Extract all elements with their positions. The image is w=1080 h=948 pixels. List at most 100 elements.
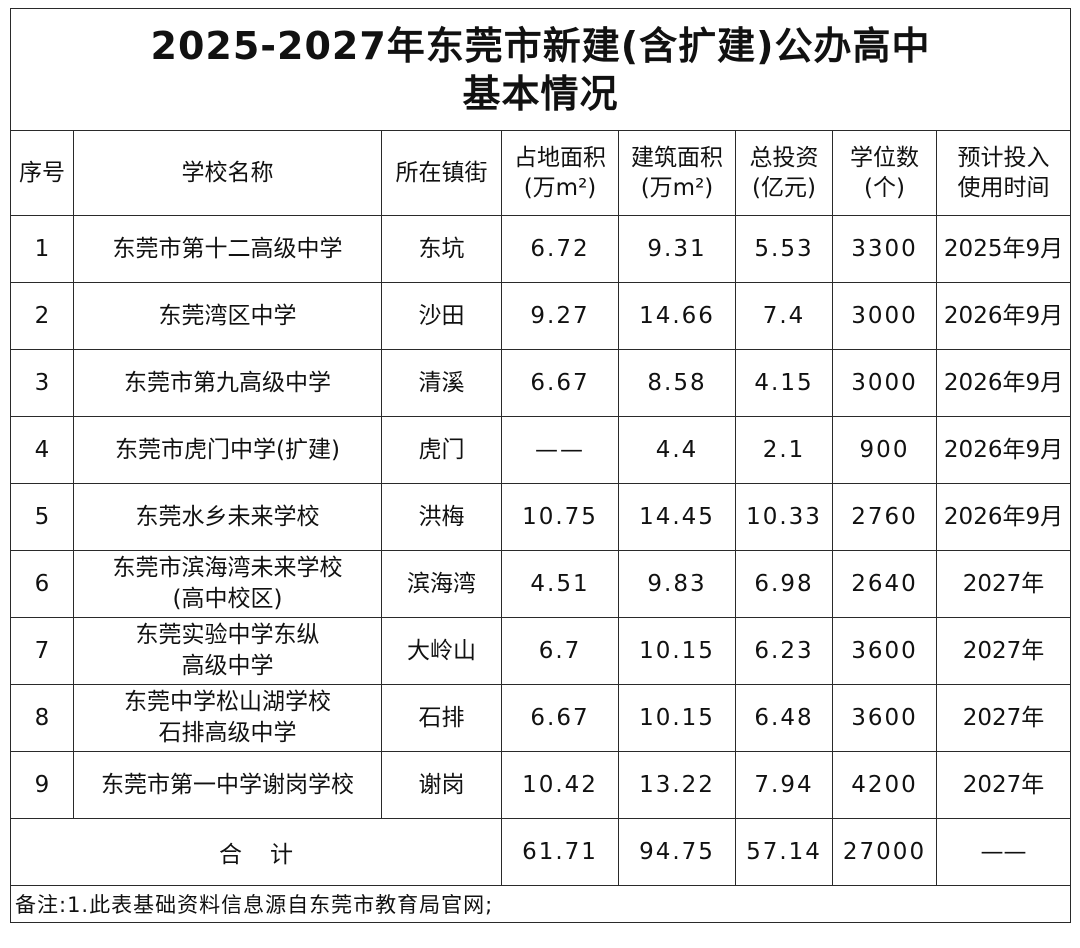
cell-land-area: 10.75 [501,483,619,551]
cell-no: 2 [10,282,74,350]
cell-seats: 4200 [832,751,937,819]
cell-school-name: 东莞市第十二高级中学 [73,215,382,283]
cell-open-time: 2026年9月 [935,349,1072,417]
cell-land-area: 10.42 [501,751,619,819]
cell-building-area: 10.15 [618,684,736,752]
cell-town: 虎门 [381,416,502,484]
cell-open-time: 2027年 [935,751,1072,819]
school-name-line2: 高级中学 [181,653,274,679]
school-name-line2: (高中校区) [172,586,283,612]
cell-building-area: 14.45 [618,483,736,551]
table-row: 9 东莞市第一中学谢岗学校 谢岗 10.42 13.22 7.94 4200 2027年 [10,751,1072,819]
school-name-line1: 东莞湾区中学 [158,302,297,329]
cell-town: 石排 [381,684,502,752]
cell-town: 谢岗 [381,751,502,819]
cell-building-area: 8.58 [618,349,736,417]
cell-land-area: 6.72 [501,215,619,283]
cell-open-time: 2026年9月 [935,416,1072,484]
header-seats: 学位数 (个) [832,130,937,216]
cell-investment: 2.1 [735,416,833,484]
cell-town: 大岭山 [381,617,502,685]
cell-school-name: 东莞中学松山湖学校 石排高级中学 [73,684,382,752]
cell-no: 4 [10,416,74,484]
table-row: 3 东莞市第九高级中学 清溪 6.67 8.58 4.15 3000 2026年9月 [10,349,1072,417]
cell-investment: 5.53 [735,215,833,283]
cell-investment: 6.98 [735,550,833,618]
school-name-line1: 东莞水乡未来学校 [135,503,320,530]
cell-building-area: 9.31 [618,215,736,283]
table-title-line2: 基本情况 [462,71,619,116]
cell-seats: 3600 [832,684,937,752]
cell-seats: 3300 [832,215,937,283]
table-title: 2025-2027年东莞市新建(含扩建)公办高中 基本情况 [9,8,1072,131]
header-school-name: 学校名称 [73,130,382,216]
total-building: 94.75 [618,818,736,886]
header-building-area: 建筑面积 (万m²) [618,130,736,216]
table-row: 4 东莞市虎门中学(扩建) 虎门 —— 4.4 2.1 900 2026年9月 [10,416,1072,484]
cell-land-area: 6.67 [501,349,619,417]
cell-no: 8 [10,684,74,752]
cell-open-time: 2027年 [935,617,1072,685]
cell-investment: 7.94 [735,751,833,819]
header-row: 序号 学校名称 所在镇街 占地面积 (万m²) 建筑面积 (万m²) 总投资 (亿元)… [10,130,1072,216]
school-name-line2: 石排高级中学 [158,720,297,746]
cell-seats: 900 [832,416,937,484]
school-name-line1: 东莞市滨海湾未来学校 [112,555,343,581]
cell-building-area: 14.66 [618,282,736,350]
cell-school-name: 东莞市滨海湾未来学校 (高中校区) [73,550,382,618]
cell-town: 东坑 [381,215,502,283]
school-name-line1: 东莞中学松山湖学校 [124,689,331,715]
school-name-line1: 东莞实验中学东纵 [135,622,320,648]
table-row: 5 东莞水乡未来学校 洪梅 10.75 14.45 10.33 2760 2026年9月 [10,483,1072,551]
school-table-sheet: 2025-2027年东莞市新建(含扩建)公办高中 基本情况 序号 学校名称 所在… [9,8,1072,934]
cell-land-area: —— [501,416,619,484]
cell-seats: 2760 [832,483,937,551]
table-row: 7 东莞实验中学东纵 高级中学 大岭山 6.7 10.15 6.23 3600 2027年 [10,617,1072,685]
cell-investment: 4.15 [735,349,833,417]
cell-no: 6 [10,550,74,618]
school-table: 2025-2027年东莞市新建(含扩建)公办高中 基本情况 序号 学校名称 所在… [9,8,1072,923]
cell-town: 洪梅 [381,483,502,551]
cell-building-area: 13.22 [618,751,736,819]
cell-school-name: 东莞实验中学东纵 高级中学 [73,617,382,685]
cell-land-area: 6.67 [501,684,619,752]
cell-land-area: 6.7 [501,617,619,685]
header-land-area: 占地面积 (万m²) [501,130,619,216]
table-row: 6 东莞市滨海湾未来学校 (高中校区) 滨海湾 4.51 9.83 6.98 2640 2027… [10,550,1072,618]
table-row: 2 东莞湾区中学 沙田 9.27 14.66 7.4 3000 2026年9月 [10,282,1072,350]
cell-open-time: 2026年9月 [935,483,1072,551]
table-title-line1: 2025-2027年东莞市新建(含扩建)公办高中 [150,23,931,68]
header-no: 序号 [10,130,74,216]
cell-investment: 6.23 [735,617,833,685]
total-time: —— [935,818,1072,886]
cell-open-time: 2027年 [935,550,1072,618]
table-row: 1 东莞市第十二高级中学 东坑 6.72 9.31 5.53 3300 2025年9月 [10,215,1072,283]
cell-land-area: 4.51 [501,550,619,618]
header-town: 所在镇街 [381,130,502,216]
total-row: 合计 61.71 94.75 57.14 27000 —— [10,818,1072,886]
cell-no: 5 [10,483,74,551]
table-note: 备注:1.此表基础资料信息源自东莞市教育局官网; [9,885,1072,923]
cell-town: 滨海湾 [381,550,502,618]
cell-land-area: 9.27 [501,282,619,350]
cell-town: 清溪 [381,349,502,417]
cell-open-time: 2026年9月 [935,282,1072,350]
header-open-time: 预计投入 使用时间 [935,130,1072,216]
cell-school-name: 东莞市第九高级中学 [73,349,382,417]
total-seats: 27000 [832,818,937,886]
total-investment: 57.14 [735,818,833,886]
cell-school-name: 东莞水乡未来学校 [73,483,382,551]
cell-seats: 3000 [832,282,937,350]
cell-open-time: 2027年 [935,684,1072,752]
header-investment: 总投资 (亿元) [735,130,833,216]
school-name-line1: 东莞市第一中学谢岗学校 [101,771,354,798]
cell-school-name: 东莞市第一中学谢岗学校 [73,751,382,819]
total-label: 合计 [10,818,502,886]
cell-investment: 10.33 [735,483,833,551]
cell-investment: 6.48 [735,684,833,752]
school-name-line1: 东莞市第九高级中学 [124,369,331,396]
cell-investment: 7.4 [735,282,833,350]
cell-town: 沙田 [381,282,502,350]
school-name-line1: 东莞市第十二高级中学 [112,235,343,262]
cell-building-area: 4.4 [618,416,736,484]
